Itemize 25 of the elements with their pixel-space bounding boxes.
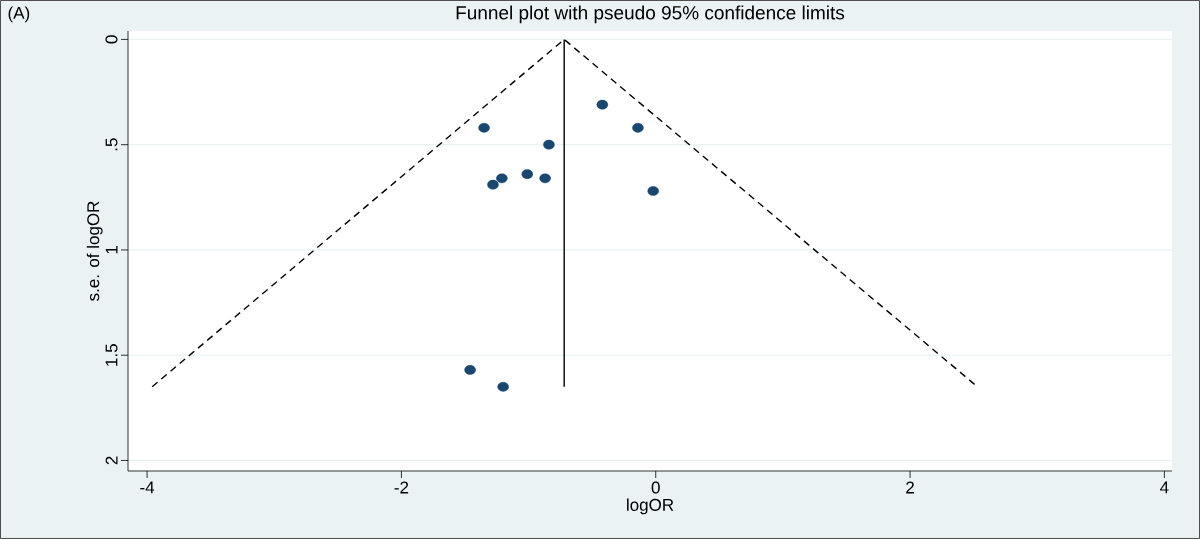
x-tick-label: -4 [140,481,155,494]
x-tick-label: -2 [394,481,409,494]
x-tick-label: 4 [1160,481,1169,494]
y-tick-label: 2 [105,456,118,465]
y-axis-title: s.e. of logOR [86,201,103,301]
point [478,123,490,133]
point [632,123,644,133]
text: (A) [8,6,30,23]
x-axis-title: logOR [627,498,674,515]
x-tick-label: 0 [651,481,660,494]
chart-title: Funnel plot with pseudo 95% confidence limits [456,5,845,24]
point [497,381,509,392]
point [487,179,499,190]
point [539,173,551,184]
point [543,139,555,150]
point [496,173,508,184]
point [521,169,534,179]
y-tick-label: 1 [105,246,118,254]
x-tick-label: 2 [906,481,914,494]
y-tick-label: .5 [105,138,118,151]
point [464,365,476,375]
y-tick-label: 1.5 [105,344,118,366]
point [647,186,659,196]
y-tick-label: 0 [105,35,118,44]
point [596,99,609,110]
